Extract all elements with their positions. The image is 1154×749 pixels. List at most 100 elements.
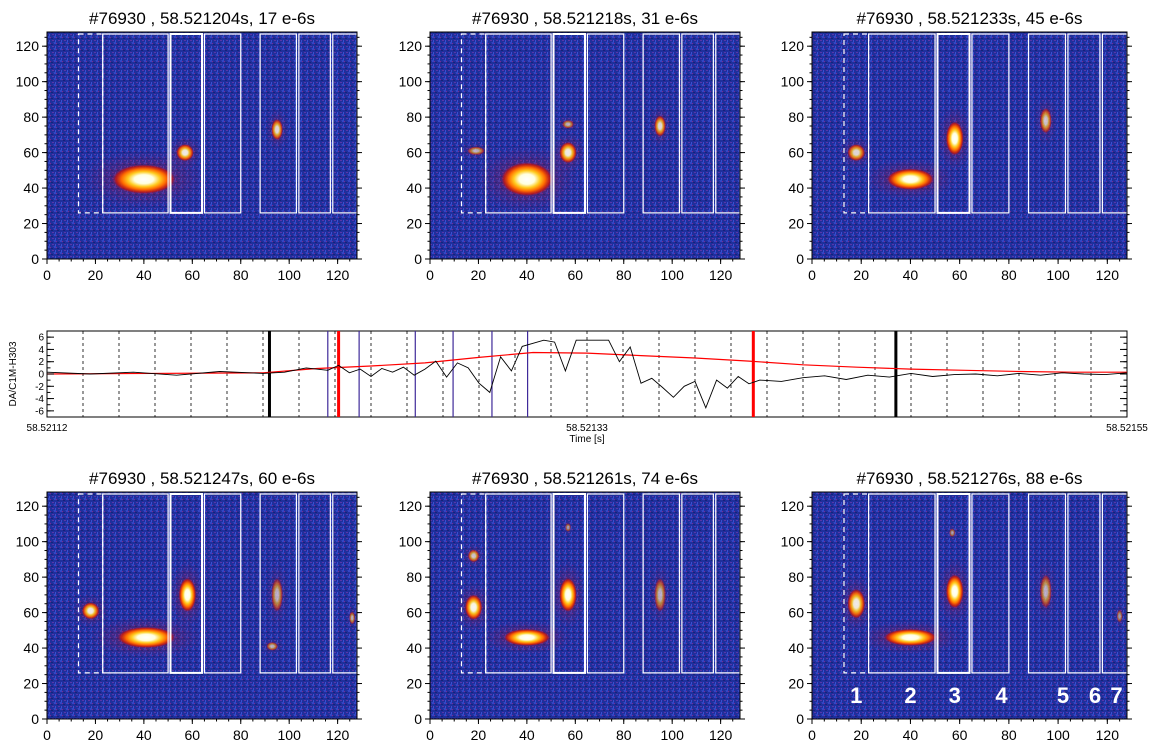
x-tick-label: 80 [616, 727, 632, 743]
y-tick-label: 120 [16, 498, 40, 514]
trace-y-tick-label: -2 [35, 382, 44, 393]
y-tick-label: 60 [406, 145, 422, 161]
emission-spot [500, 162, 554, 197]
channel-box-5 [259, 33, 298, 214]
panel-title: #76930 , 58.521218s, 31 e-6s [472, 9, 698, 28]
channel-box-3 [936, 33, 971, 214]
x-tick-label: 60 [185, 267, 201, 283]
emission-spot [503, 628, 551, 646]
channel-box-3 [552, 493, 586, 674]
x-tick-label: 80 [1001, 267, 1017, 283]
panel-title: #76930 , 58.521247s, 60 e-6s [89, 469, 315, 488]
channel-box-3 [169, 33, 203, 214]
emission-spot [945, 574, 964, 609]
trace-y-tick-label: 6 [38, 333, 44, 344]
channel-box-4 [203, 493, 242, 674]
y-tick-label: 100 [16, 534, 40, 550]
emission-spot [565, 523, 571, 532]
emission-spot [945, 121, 964, 156]
y-tick-label: 120 [781, 498, 805, 514]
y-tick-label: 80 [406, 569, 422, 585]
y-tick-label: 80 [23, 109, 39, 125]
panel-title: #76930 , 58.521261s, 74 e-6s [472, 469, 698, 488]
y-tick-label: 40 [406, 180, 422, 196]
channel-number-3: 3 [949, 683, 961, 708]
channel-box-2 [485, 33, 552, 214]
y-tick-label: 80 [23, 569, 39, 585]
x-tick-label: 120 [1096, 267, 1120, 283]
channel-number-6: 6 [1089, 683, 1101, 708]
channel-box-6 [1067, 493, 1101, 674]
emission-spot [81, 602, 100, 620]
channel-box-2 [868, 33, 936, 214]
y-tick-label: 40 [23, 640, 39, 656]
y-tick-label: 20 [406, 216, 422, 232]
panel-title: #76930 , 58.521233s, 45 e-6s [857, 9, 1083, 28]
channel-box-3 [936, 493, 971, 674]
y-tick-label: 40 [23, 180, 39, 196]
y-tick-label: 20 [788, 676, 804, 692]
heatmap-panel-3: 0 20 40 60 80 100 120 0 20 40 60 80 100 120 #76930 , 5… [781, 9, 1132, 283]
x-tick-label: 40 [136, 267, 152, 283]
channel-number-4: 4 [995, 683, 1008, 708]
channel-box-1 [460, 33, 487, 214]
y-tick-label: 0 [414, 251, 422, 267]
x-tick-label: 20 [853, 267, 869, 283]
x-tick-label: 0 [43, 267, 51, 283]
y-tick-label: 100 [781, 74, 805, 90]
channel-box-6 [1067, 33, 1101, 214]
x-tick-label: 80 [233, 727, 249, 743]
y-tick-label: 20 [23, 216, 39, 232]
channel-box-5 [642, 33, 681, 214]
heatmap-panel-1: 0 20 40 60 80 100 120 0 20 40 60 80 100 120 #76930 , 5… [16, 9, 362, 283]
x-tick-label: 100 [661, 267, 685, 283]
channel-box-2 [102, 493, 169, 674]
x-tick-label: 0 [43, 727, 51, 743]
y-tick-label: 80 [788, 569, 804, 585]
envelope-series [46, 351, 1127, 375]
y-tick-label: 20 [23, 676, 39, 692]
channel-box-5 [642, 493, 681, 674]
x-tick-label: 80 [1001, 727, 1017, 743]
x-tick-label: 40 [519, 727, 535, 743]
channel-box-6 [681, 33, 714, 214]
x-tick-label: 0 [808, 727, 816, 743]
channel-box-6 [298, 493, 331, 674]
trace-y-tick-label: 4 [38, 345, 44, 356]
x-tick-label: 120 [326, 267, 350, 283]
x-tick-label: 120 [709, 727, 733, 743]
heatmap-panel-5: 0 20 40 60 80 100 120 0 20 40 60 80 100 120 #76930 , 5… [399, 469, 745, 743]
plot-frame [429, 491, 741, 720]
channel-box-1 [77, 493, 104, 674]
y-tick-label: 80 [406, 109, 422, 125]
emission-spot [883, 628, 938, 646]
channel-box-1 [843, 493, 870, 674]
emission-spot [886, 168, 935, 190]
x-tick-label: 40 [519, 267, 535, 283]
emission-spot [271, 577, 283, 612]
x-tick-label: 80 [616, 267, 632, 283]
plot-frame [46, 491, 358, 720]
y-tick-label: 120 [399, 38, 423, 54]
channel-box-2 [485, 493, 552, 674]
y-tick-label: 60 [23, 145, 39, 161]
channel-box-4 [971, 493, 1010, 674]
emission-spot [1039, 574, 1052, 609]
emission-spot [654, 577, 666, 612]
y-tick-label: 60 [788, 605, 804, 621]
y-tick-label: 0 [31, 251, 39, 267]
x-tick-label: 80 [233, 267, 249, 283]
emission-spot [847, 588, 866, 619]
emission-spot [562, 119, 574, 129]
x-tick-label: 20 [88, 267, 104, 283]
x-tick-label: 40 [903, 727, 919, 743]
channel-box-1 [77, 33, 104, 214]
x-tick-label: 0 [426, 267, 434, 283]
emission-spot [559, 141, 577, 164]
x-tick-label: 120 [1096, 727, 1120, 743]
channel-box-2 [868, 493, 936, 674]
y-tick-label: 60 [788, 145, 804, 161]
trace-y-tick-label: 2 [38, 357, 44, 368]
heatmap-panel-6: 0 20 40 60 80 100 120 0 20 40 60 80 100 120 #76930 , 5… [781, 469, 1132, 743]
emission-spot [349, 611, 356, 625]
